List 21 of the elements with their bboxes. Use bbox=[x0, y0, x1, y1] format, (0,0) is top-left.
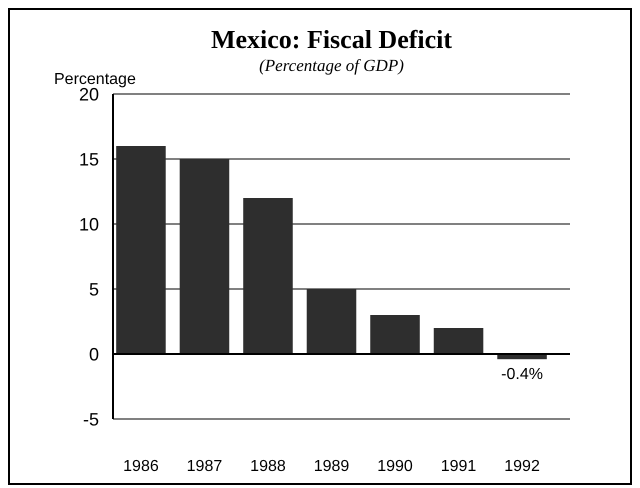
y-tick-label: 15 bbox=[78, 149, 99, 170]
y-tick-label: 10 bbox=[78, 214, 99, 234]
y-tick-label: 5 bbox=[88, 279, 99, 300]
bar bbox=[180, 159, 230, 354]
bar bbox=[370, 315, 420, 354]
bar bbox=[116, 146, 166, 354]
bar bbox=[306, 289, 356, 354]
x-tick-label: 1991 bbox=[440, 458, 476, 475]
chart-subtitle: (Percentage of GDP) bbox=[259, 56, 404, 75]
data-label: -0.4% bbox=[501, 366, 543, 384]
x-tick-label: 1992 bbox=[504, 458, 540, 475]
y-tick-label: 0 bbox=[88, 344, 99, 364]
x-tick-label: 1986 bbox=[123, 458, 159, 475]
bar bbox=[243, 198, 293, 354]
x-tick-label: 1990 bbox=[377, 458, 413, 475]
x-tick-label: 1987 bbox=[186, 458, 222, 475]
bar bbox=[434, 328, 484, 354]
chart-title: Mexico: Fiscal Deficit bbox=[210, 25, 452, 54]
y-tick-label: -5 bbox=[82, 409, 99, 430]
x-tick-label: 1988 bbox=[250, 458, 286, 475]
x-tick-label: 1989 bbox=[314, 458, 350, 475]
